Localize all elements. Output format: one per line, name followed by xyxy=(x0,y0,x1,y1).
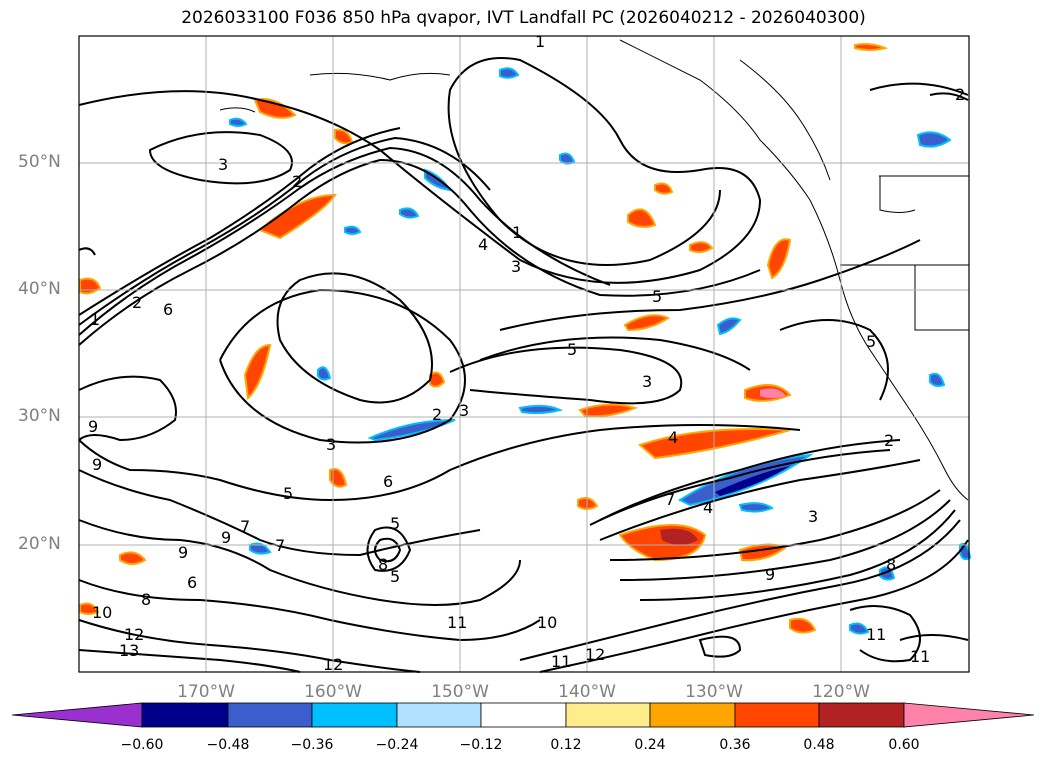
contour-labels: 1 2 3 2 1 4 3 5 1 2 6 5 5 3 2 3 9 4 3 2 … xyxy=(88,32,965,674)
colorbar-under-arrow xyxy=(11,702,143,728)
contour-label: 11 xyxy=(447,613,467,632)
contour-label: 3 xyxy=(218,155,228,174)
colorbar-tick: −0.48 xyxy=(206,737,250,753)
colorbar-tick: −0.24 xyxy=(375,737,419,753)
lon-label: 160°W xyxy=(304,682,362,702)
contour-label: 5 xyxy=(390,514,400,533)
contour-label: 10 xyxy=(92,603,112,622)
contour-label: 3 xyxy=(326,435,336,454)
qvapor-fill-negative xyxy=(229,67,972,635)
contour-label: 12 xyxy=(323,655,343,674)
colorbar-tick: −0.12 xyxy=(459,737,503,753)
contour-label: 9 xyxy=(92,455,102,474)
contour-label: 8 xyxy=(141,590,151,609)
map-title: 2026033100 F036 850 hPa qvapor, IVT Land… xyxy=(181,8,866,28)
lat-label: 50°N xyxy=(18,152,61,172)
contour-label: 7 xyxy=(665,490,675,509)
contour-label: 8 xyxy=(378,555,388,574)
colorbar-tick: 0.24 xyxy=(634,737,666,753)
contour-label: 12 xyxy=(124,625,144,644)
lon-label: 140°W xyxy=(558,682,616,702)
contour-label: 11 xyxy=(910,647,930,666)
contour-label: 4 xyxy=(668,428,678,447)
contour-label: 5 xyxy=(567,340,577,359)
contour-label: 2 xyxy=(432,405,442,424)
contour-label: 3 xyxy=(642,372,652,391)
colorbar-tick: −0.60 xyxy=(120,737,164,753)
lon-label: 150°W xyxy=(431,682,489,702)
contour-label: 11 xyxy=(866,625,886,644)
contour-label: 9 xyxy=(88,417,98,436)
lon-label: 170°W xyxy=(177,682,235,702)
contour-label: 6 xyxy=(383,472,393,491)
lon-label: 120°W xyxy=(812,682,870,702)
contour-label: 2 xyxy=(955,85,965,104)
contour-label: 10 xyxy=(537,613,557,632)
colorbar-tick: 0.12 xyxy=(550,737,582,753)
contour-label: 3 xyxy=(808,507,818,526)
colorbar-tick: 0.48 xyxy=(803,737,835,753)
contour-label: 5 xyxy=(866,332,876,351)
contour-label: 5 xyxy=(652,287,662,306)
contour-label: 1 xyxy=(535,32,545,51)
contour-label: 1 xyxy=(512,223,522,242)
contour-label: 4 xyxy=(703,498,713,517)
contour-label: 8 xyxy=(886,555,896,574)
colorbar xyxy=(11,702,1035,728)
contour-label: 6 xyxy=(163,300,173,319)
colorbar-over-arrow xyxy=(903,702,1035,728)
coastlines xyxy=(219,39,969,501)
contour-label: 5 xyxy=(390,567,400,586)
contour-label: 2 xyxy=(132,293,142,312)
graticule xyxy=(79,36,969,672)
contour-label: 4 xyxy=(478,235,488,254)
lat-label: 30°N xyxy=(18,406,61,426)
contour-label: 2 xyxy=(292,172,302,191)
contour-label: 3 xyxy=(459,401,469,420)
lat-label: 20°N xyxy=(18,534,61,554)
contour-label: 3 xyxy=(511,257,521,276)
lat-label: 40°N xyxy=(18,279,61,299)
contour-label: 2 xyxy=(884,431,894,450)
colorbar-tick: −0.36 xyxy=(290,737,334,753)
map-background xyxy=(79,36,969,672)
contour-label: 7 xyxy=(275,536,285,555)
contour-label: 9 xyxy=(221,528,231,547)
contour-label: 7 xyxy=(240,517,250,536)
contour-label: 13 xyxy=(119,641,139,660)
lon-label: 130°W xyxy=(685,682,743,702)
colorbar-tick: 0.60 xyxy=(888,737,920,753)
contour-label: 12 xyxy=(585,645,605,664)
colorbar-tick: 0.36 xyxy=(719,737,751,753)
contour-label: 1 xyxy=(90,310,100,329)
contour-label: 11 xyxy=(551,652,571,671)
contour-label: 6 xyxy=(187,573,197,592)
map-frame xyxy=(78,35,970,673)
contour-label: 5 xyxy=(283,484,293,503)
contour-label: 9 xyxy=(765,565,775,584)
contour-label: 9 xyxy=(178,543,188,562)
